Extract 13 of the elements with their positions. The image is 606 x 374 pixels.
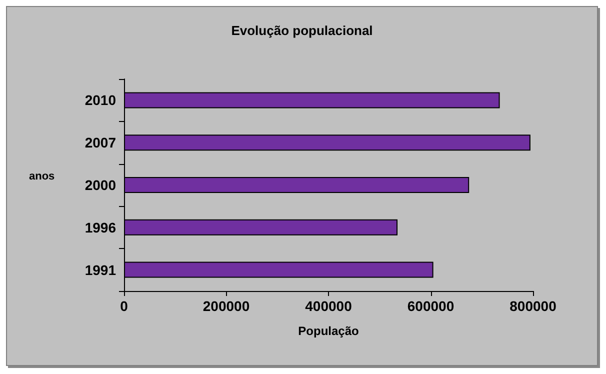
x-tick-label: 400000	[305, 298, 352, 314]
x-tick-label: 600000	[407, 298, 454, 314]
y-tick-label: 1991	[84, 262, 116, 278]
y-tick-label: 2007	[84, 134, 116, 151]
y-axis-title: anos	[29, 170, 55, 182]
x-tick-label: 200000	[202, 298, 250, 314]
y-tick-label: 2010	[84, 92, 116, 108]
y-tick-label: 2000	[84, 177, 116, 193]
x-axis-title: População	[298, 324, 359, 338]
x-tick-label: 0	[120, 298, 128, 314]
y-tick-label: 1996	[84, 219, 116, 236]
chart-title: Evolução populacional	[231, 23, 373, 38]
x-tick-label: 800000	[510, 298, 557, 314]
